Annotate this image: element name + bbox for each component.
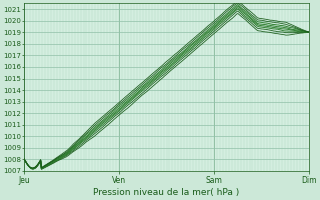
X-axis label: Pression niveau de la mer( hPa ): Pression niveau de la mer( hPa ) [93,188,240,197]
